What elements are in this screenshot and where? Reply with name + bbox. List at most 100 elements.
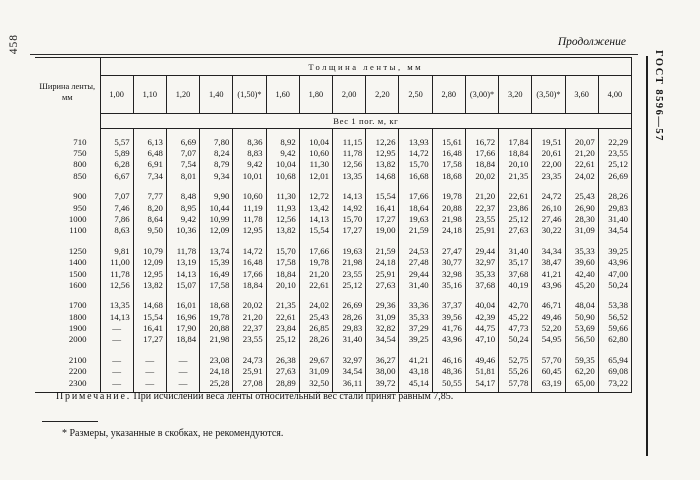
- weight-cell: 26,38: [265, 344, 300, 365]
- weight-cell: 39,72: [365, 376, 399, 393]
- weight-cell: 26,69: [332, 289, 366, 311]
- weight-cell: —: [132, 364, 167, 377]
- weight-cell: 17,66: [232, 266, 267, 279]
- weight-cell: 54,17: [464, 376, 499, 393]
- table-body: 710 5,57 6,13 6,69 7,80 8,36 8,92 10,04 11,15 12,…: [35, 128, 632, 393]
- weight-cell: 13,82: [132, 278, 167, 290]
- weight-cell: 32,82: [365, 321, 399, 333]
- weight-cell: 8,20: [132, 200, 167, 213]
- weight-cell: 24,18: [365, 255, 399, 267]
- table-row: 750 5,89 6,48 7,07 8,24 8,83 9,42 10,60 11,78 12,…: [35, 146, 632, 158]
- weight-cell: 40,04: [464, 289, 499, 311]
- thickness-column-header: 1,80: [298, 75, 333, 114]
- weight-cell: 6,91: [132, 157, 167, 170]
- thickness-column-header: (3,00)*: [464, 75, 499, 114]
- weight-cell: 24,18: [199, 364, 233, 377]
- thickness-column-header: 1,60: [265, 75, 300, 114]
- weight-cell: 19,63: [332, 235, 366, 256]
- weight-cell: 16,96: [165, 310, 200, 322]
- weight-cell: 10,60: [298, 146, 333, 158]
- weight-cell: 30,77: [431, 255, 466, 267]
- row-width-cell: 950: [35, 200, 101, 213]
- weight-cell: 29,83: [332, 321, 366, 333]
- weight-cell: 35,33: [564, 235, 599, 256]
- weight-cell: 29,36: [365, 289, 399, 311]
- weight-cell: 43,96: [531, 278, 566, 290]
- weight-cell: 42,70: [498, 289, 532, 311]
- weight-cell: 65,94: [597, 344, 632, 365]
- weight-cell: 14,13: [332, 180, 366, 201]
- weight-cell: 27,08: [232, 376, 267, 393]
- weight-cell: —: [99, 321, 134, 333]
- weight-cell: 25,12: [332, 278, 366, 290]
- weight-cell: 23,55: [597, 146, 632, 158]
- weight-cell: 32,98: [431, 266, 466, 279]
- weight-cell: 15,70: [332, 212, 366, 224]
- weight-cell: 12,56: [332, 157, 366, 170]
- weight-cell: 14,13: [165, 266, 200, 279]
- weight-cell: —: [99, 332, 134, 345]
- weight-cell: 16,68: [398, 169, 433, 181]
- weight-cell: 15,61: [431, 128, 466, 147]
- weight-cell: 20,88: [431, 200, 466, 213]
- weight-cell: 56,52: [597, 310, 632, 322]
- weight-cell: 11,30: [298, 157, 333, 170]
- weight-cell: 50,24: [597, 278, 632, 290]
- table-row: 2200— — —24,18 25,91 27,63 31,09 34,54 38,00 43,…: [35, 364, 632, 377]
- weight-cell: 47,73: [498, 321, 532, 333]
- weight-cell: 7,54: [165, 157, 200, 170]
- weight-cell: 23,55: [464, 212, 499, 224]
- width-header: Ширина ленты, мм: [35, 57, 101, 129]
- weight-cell: 23,55: [232, 332, 267, 345]
- weight-cell: 28,26: [298, 332, 333, 345]
- table-row: 1600 12,56 13,82 15,07 17,58 18,84 20,10 22,61 2…: [35, 278, 632, 290]
- thickness-column-header: 2,50: [398, 75, 433, 114]
- weight-cell: 26,90: [564, 200, 599, 213]
- weight-cell: 10,01: [232, 169, 267, 181]
- weight-cell: 32,50: [298, 376, 333, 393]
- weight-cell: 20,02: [464, 169, 499, 181]
- weight-cell: 7,46: [99, 200, 134, 213]
- weight-cell: 52,75: [498, 344, 532, 365]
- weight-cell: 7,34: [132, 169, 167, 181]
- weight-cell: 27,47: [431, 235, 466, 256]
- weight-cell: 13,74: [199, 235, 233, 256]
- weight-cell: 29,83: [597, 200, 632, 213]
- weight-cell: 14,68: [132, 289, 167, 311]
- page-number: 458: [8, 34, 20, 55]
- weight-cell: 28,89: [265, 376, 300, 393]
- weight-cell: 23,35: [531, 169, 566, 181]
- weight-cell: —: [132, 344, 167, 365]
- weight-cell: 31,40: [398, 278, 433, 290]
- weight-cell: 31,09: [365, 310, 399, 322]
- weight-cell: 6,67: [99, 169, 134, 181]
- weight-cell: 18,68: [199, 289, 233, 311]
- weight-cell: 10,68: [265, 169, 300, 181]
- weight-cell: 21,59: [365, 235, 399, 256]
- weight-cell: 47,00: [597, 266, 632, 279]
- weight-cell: 19,51: [531, 128, 566, 147]
- weight-cell: 15,54: [298, 223, 333, 236]
- row-width-cell: 2100: [35, 344, 101, 365]
- row-width-cell: 1250: [35, 235, 101, 256]
- weight-cell: 23,55: [332, 266, 366, 279]
- weight-cell: 32,97: [464, 255, 499, 267]
- thickness-column-header: 2,00: [332, 75, 366, 114]
- weight-cell: 9,81: [99, 235, 134, 256]
- weight-cell: 21,59: [398, 223, 433, 236]
- weight-cell: 36,11: [332, 376, 366, 393]
- weight-cell: 12,09: [199, 223, 233, 236]
- weight-cell: 19,00: [365, 223, 399, 236]
- weight-cell: 10,04: [298, 128, 333, 147]
- weight-cell: 16,48: [232, 255, 267, 267]
- weight-cell: 19,78: [199, 310, 233, 322]
- weight-cell: 24,53: [398, 235, 433, 256]
- weight-cell: 25,43: [564, 180, 599, 201]
- weight-cell: 35,16: [431, 278, 466, 290]
- weight-cell: 36,27: [365, 344, 399, 365]
- weight-cell: 18,68: [431, 169, 466, 181]
- weight-cell: 24,02: [564, 169, 599, 181]
- row-width-cell: 1900: [35, 321, 101, 333]
- weight-cell: 17,90: [165, 321, 200, 333]
- row-width-cell: 1000: [35, 212, 101, 224]
